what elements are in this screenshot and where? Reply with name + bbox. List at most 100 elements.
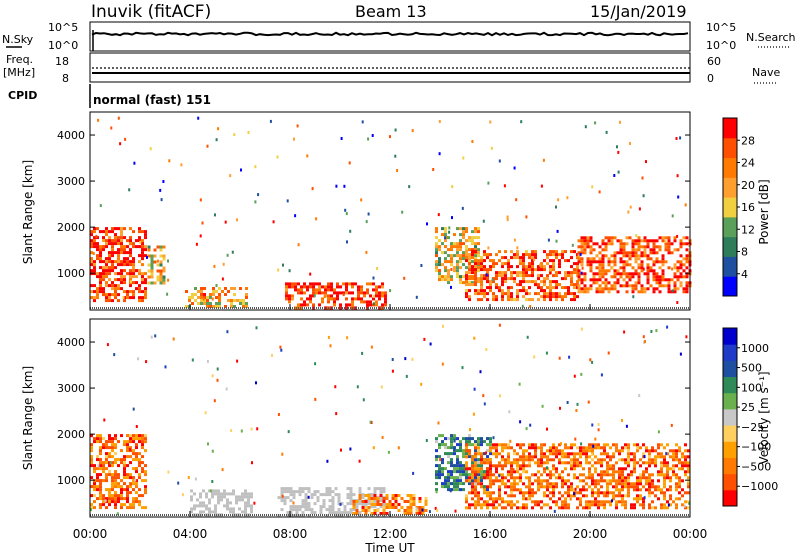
velocity-cell <box>483 402 486 406</box>
velocity-cell <box>564 455 567 459</box>
velocity-cell <box>99 506 102 510</box>
velocity-cell <box>250 492 253 496</box>
velocity-cell <box>582 506 585 510</box>
power-cell <box>677 195 680 199</box>
velocity-cell <box>630 470 633 474</box>
velocity-cell <box>645 470 648 474</box>
power-cell <box>592 272 596 276</box>
velocity-cell <box>471 455 474 459</box>
velocity-cell <box>644 340 646 344</box>
power-cell <box>96 257 99 261</box>
colorbar-segment <box>723 344 737 361</box>
power-cell <box>658 281 662 285</box>
velocity-cell <box>206 359 209 363</box>
power-cell <box>534 283 537 287</box>
velocity-cell <box>642 461 645 465</box>
power-cell <box>670 278 674 282</box>
velocity-cell <box>612 497 615 501</box>
power-cell <box>474 242 477 246</box>
velocity-cell <box>379 496 383 500</box>
velocity-cell <box>295 508 299 512</box>
velocity-cell <box>645 449 648 453</box>
velocity-cell <box>483 476 486 480</box>
velocity-cell <box>367 506 371 509</box>
power-cell <box>285 297 288 301</box>
velocity-cell <box>438 473 441 477</box>
power-cell <box>102 260 105 264</box>
power-cell <box>465 250 468 254</box>
velocity-cell <box>289 487 293 491</box>
velocity-cell <box>108 446 111 450</box>
velocity-cell <box>456 476 459 480</box>
power-cell <box>483 292 486 296</box>
velocity-cell <box>552 446 555 450</box>
power-cell <box>591 185 594 189</box>
velocity-cell <box>349 487 353 491</box>
velocity-cell <box>579 497 582 501</box>
power-cell <box>437 213 440 217</box>
velocity-cell <box>594 491 597 495</box>
velocity-cell <box>114 437 117 441</box>
colorbar-segment <box>723 197 737 218</box>
velocity-cell <box>573 467 576 471</box>
velocity-cell <box>471 491 474 495</box>
nsky-trace <box>91 31 689 37</box>
power-cell <box>468 289 471 293</box>
velocity-cell <box>126 449 129 453</box>
power-cell <box>447 236 450 240</box>
power-cell <box>117 278 120 282</box>
power-cell <box>601 290 605 294</box>
velocity-cell <box>519 473 522 477</box>
velocity-cell <box>516 470 519 474</box>
velocity-cell <box>406 509 410 512</box>
velocity-cell <box>687 464 690 468</box>
power-cell <box>288 297 291 301</box>
velocity-cell <box>114 500 117 504</box>
velocity-cell <box>477 476 480 480</box>
velocity-cell <box>403 500 407 503</box>
velocity-cell <box>528 452 531 456</box>
power-cell <box>586 290 590 294</box>
power-cell <box>239 302 242 305</box>
velocity-cell <box>129 437 132 441</box>
power-cell <box>111 260 114 264</box>
power-cell <box>501 271 504 275</box>
power-cell <box>655 260 659 264</box>
power-cell <box>531 274 534 278</box>
velocity-cell <box>211 495 214 499</box>
power-cell <box>552 295 555 299</box>
velocity-cell <box>355 512 359 515</box>
velocity-cell <box>480 440 483 444</box>
power-cell <box>468 298 471 302</box>
power-cell <box>450 285 452 289</box>
velocity-cell <box>513 479 516 483</box>
power-cell <box>468 271 471 275</box>
velocity-cell <box>480 473 483 477</box>
power-cell <box>525 253 528 257</box>
power-cell <box>558 271 561 275</box>
power-cell <box>144 278 147 282</box>
velocity-cell <box>334 385 337 389</box>
power-cell <box>673 236 677 240</box>
velocity-cell <box>235 501 238 505</box>
power-cell <box>132 266 135 270</box>
power-cell <box>522 289 525 293</box>
power-cell <box>162 275 166 279</box>
power-cell <box>594 121 597 125</box>
power-cell <box>114 284 117 288</box>
velocity-cell <box>486 461 489 465</box>
velocity-cell <box>609 482 612 486</box>
power-cell <box>477 251 480 255</box>
power-cell <box>459 227 462 231</box>
power-cell <box>676 174 679 178</box>
velocity-cell <box>99 494 102 498</box>
power-cell <box>96 275 99 279</box>
velocity-cell <box>654 464 657 468</box>
power-cell <box>504 271 507 275</box>
power-cell <box>318 288 321 292</box>
velocity-cell <box>471 458 474 462</box>
velocity-cell <box>507 503 510 507</box>
velocity-cell <box>187 476 190 479</box>
power-cell <box>519 289 522 293</box>
power-cell <box>595 287 599 291</box>
